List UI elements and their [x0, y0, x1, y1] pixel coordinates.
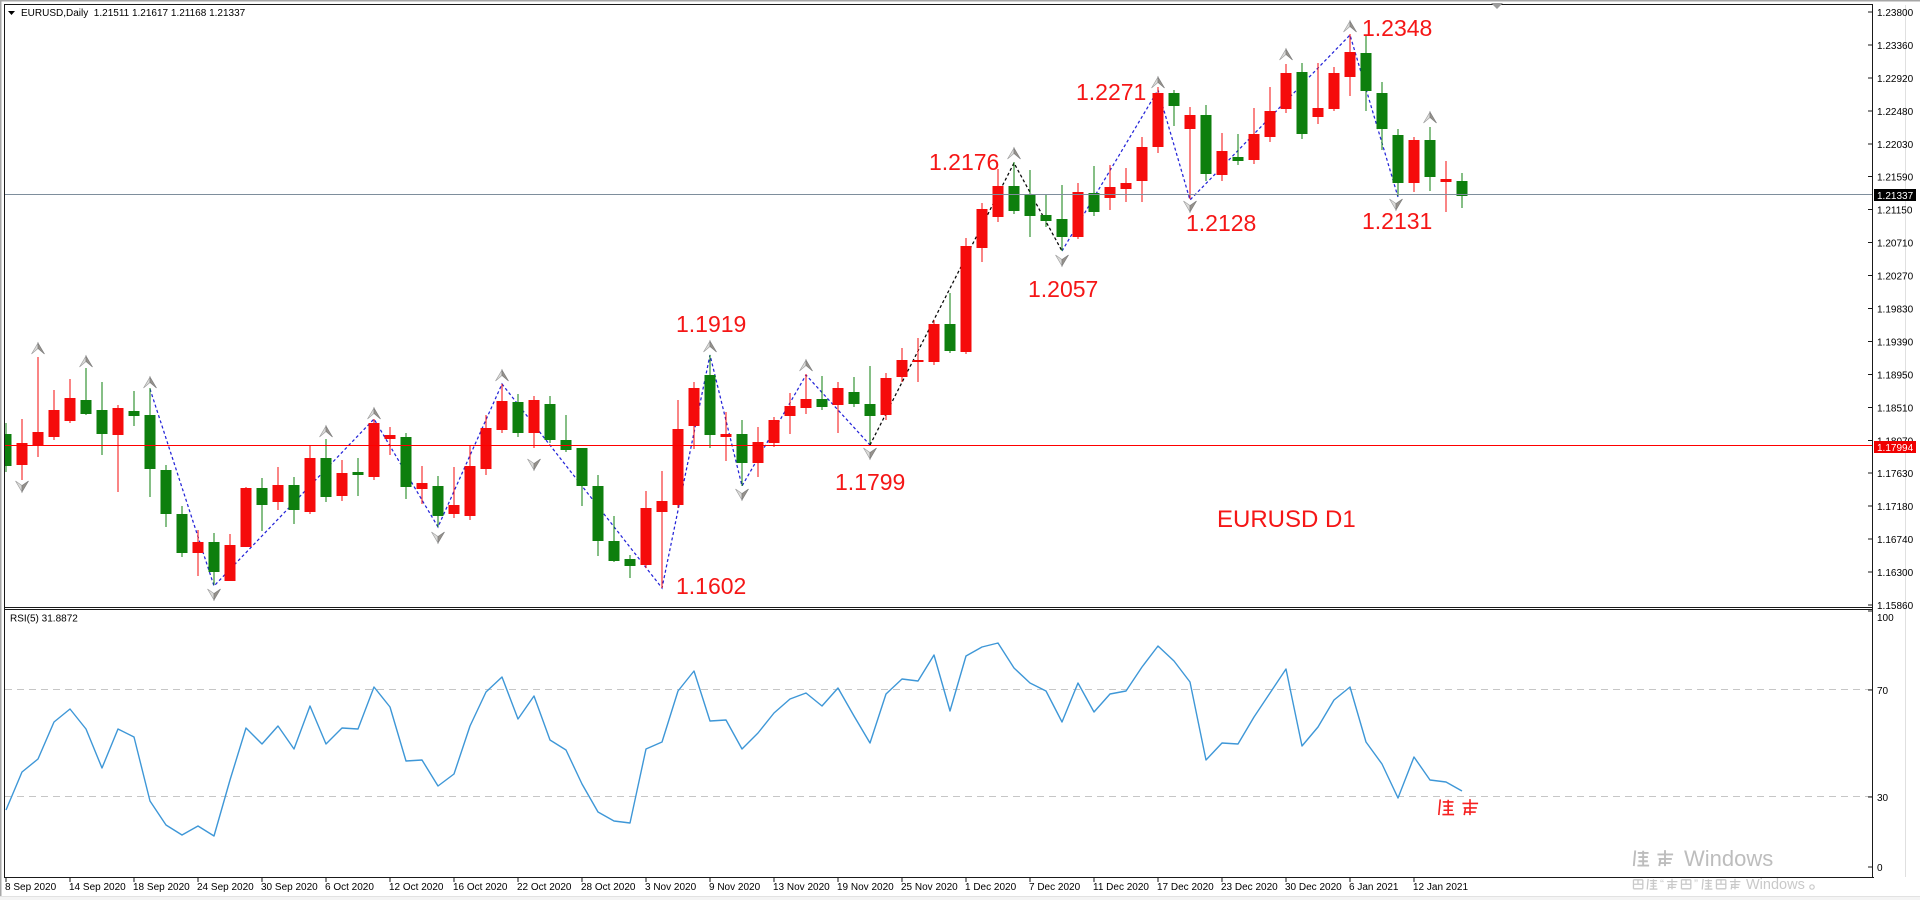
svg-text:1.2057: 1.2057	[1028, 276, 1098, 302]
svg-text:100: 100	[1877, 613, 1894, 624]
svg-text:25 Nov 2020: 25 Nov 2020	[901, 882, 958, 893]
svg-text:1.19830: 1.19830	[1877, 304, 1914, 315]
svg-text:3 Nov 2020: 3 Nov 2020	[645, 882, 697, 893]
svg-text:1.17180: 1.17180	[1877, 502, 1914, 513]
svg-text:1.16300: 1.16300	[1877, 568, 1914, 579]
svg-text:70: 70	[1877, 686, 1889, 697]
svg-text:1.23800: 1.23800	[1877, 8, 1914, 19]
svg-text:1.2271: 1.2271	[1076, 79, 1146, 105]
svg-text:1.17994: 1.17994	[1877, 443, 1914, 454]
svg-text:1.2348: 1.2348	[1362, 15, 1432, 41]
svg-text:17 Dec 2020: 17 Dec 2020	[1157, 882, 1214, 893]
svg-text:“: “	[1660, 877, 1664, 891]
svg-text:6 Oct 2020: 6 Oct 2020	[325, 882, 374, 893]
svg-text:Windows: Windows	[1746, 877, 1805, 893]
svg-text:1.22920: 1.22920	[1877, 74, 1914, 85]
svg-text:30 Sep 2020: 30 Sep 2020	[261, 882, 318, 893]
svg-text:1.23360: 1.23360	[1877, 41, 1914, 52]
svg-text:1.1602: 1.1602	[676, 573, 746, 599]
svg-text:Windows: Windows	[1684, 846, 1773, 871]
svg-text:12 Oct 2020: 12 Oct 2020	[389, 882, 444, 893]
svg-text:1.1799: 1.1799	[835, 469, 905, 495]
svg-text:30: 30	[1877, 793, 1889, 804]
svg-text:16 Oct 2020: 16 Oct 2020	[453, 882, 508, 893]
svg-text:1.21150: 1.21150	[1877, 206, 1913, 217]
svg-text:1.18950: 1.18950	[1877, 370, 1914, 381]
svg-text:11 Dec 2020: 11 Dec 2020	[1093, 882, 1149, 893]
svg-text:6 Jan 2021: 6 Jan 2021	[1349, 882, 1399, 893]
svg-text:EURUSD D1: EURUSD D1	[1217, 506, 1356, 533]
svg-text:1.20270: 1.20270	[1877, 272, 1914, 283]
svg-text:0: 0	[1877, 863, 1883, 874]
svg-text:1.1919: 1.1919	[676, 311, 746, 337]
svg-text:12 Jan 2021: 12 Jan 2021	[1413, 882, 1468, 893]
svg-text:1.17630: 1.17630	[1877, 469, 1914, 480]
svg-text:28 Oct 2020: 28 Oct 2020	[581, 882, 636, 893]
svg-text:1.19390: 1.19390	[1877, 337, 1914, 348]
svg-text:1 Dec 2020: 1 Dec 2020	[965, 882, 1017, 893]
svg-text:1.16740: 1.16740	[1877, 535, 1914, 546]
svg-text:1.22030: 1.22030	[1877, 140, 1914, 151]
svg-text:22 Oct 2020: 22 Oct 2020	[517, 882, 572, 893]
svg-text:18 Sep 2020: 18 Sep 2020	[133, 882, 190, 893]
svg-text:7 Dec 2020: 7 Dec 2020	[1029, 882, 1081, 893]
svg-text:1.18510: 1.18510	[1877, 403, 1914, 414]
svg-text:EURUSD,Daily 1.21511 1.21617: EURUSD,Daily 1.21511 1.21617 1.21168 1.2…	[21, 8, 246, 19]
svg-text:8 Sep 2020: 8 Sep 2020	[5, 882, 57, 893]
svg-text:1.2128: 1.2128	[1186, 210, 1256, 236]
svg-text:1.20710: 1.20710	[1877, 239, 1914, 250]
svg-text:14 Sep 2020: 14 Sep 2020	[69, 882, 126, 893]
svg-text:RSI(5) 31.8872: RSI(5) 31.8872	[10, 614, 78, 625]
svg-text:1.15860: 1.15860	[1877, 601, 1914, 612]
svg-text:23 Dec 2020: 23 Dec 2020	[1221, 882, 1278, 893]
svg-text:1.2176: 1.2176	[929, 149, 999, 175]
svg-text:1.21590: 1.21590	[1877, 173, 1914, 184]
svg-text:13 Nov 2020: 13 Nov 2020	[773, 882, 830, 893]
svg-text:1.2131: 1.2131	[1362, 208, 1432, 234]
svg-text:1.21337: 1.21337	[1877, 191, 1914, 202]
svg-text:”: ”	[1694, 877, 1698, 891]
svg-text:1.22480: 1.22480	[1877, 107, 1914, 118]
svg-text:9 Nov 2020: 9 Nov 2020	[709, 882, 761, 893]
svg-text:30 Dec 2020: 30 Dec 2020	[1285, 882, 1342, 893]
svg-text:19 Nov 2020: 19 Nov 2020	[837, 882, 894, 893]
svg-text:24 Sep 2020: 24 Sep 2020	[197, 882, 254, 893]
